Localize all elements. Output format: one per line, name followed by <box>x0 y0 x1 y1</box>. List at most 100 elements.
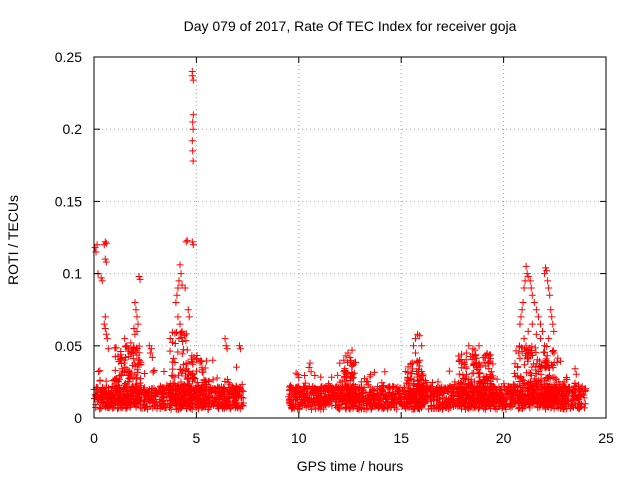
data-point <box>520 284 528 292</box>
data-point <box>231 404 239 412</box>
data-point <box>459 371 467 379</box>
data-point <box>371 401 379 409</box>
data-point <box>184 306 192 314</box>
data-point <box>562 392 570 400</box>
data-point <box>228 384 236 392</box>
data-point <box>549 320 557 328</box>
data-point <box>486 351 494 359</box>
data-point <box>177 270 185 278</box>
data-point <box>418 371 426 379</box>
data-point <box>175 371 183 379</box>
data-point <box>391 384 399 392</box>
data-point <box>192 367 200 375</box>
data-point <box>346 353 354 361</box>
data-point <box>475 373 483 381</box>
data-point <box>508 402 516 410</box>
data-point <box>463 349 471 357</box>
data-point <box>541 342 549 350</box>
data-point <box>378 379 386 387</box>
data-point <box>519 376 527 384</box>
data-point <box>224 396 232 404</box>
data-point <box>458 350 466 358</box>
data-point <box>132 403 140 411</box>
axis-ticks <box>93 56 607 419</box>
data-point <box>146 349 154 357</box>
data-point <box>112 390 120 398</box>
data-point <box>392 399 400 407</box>
data-point <box>166 334 174 342</box>
data-point <box>232 387 240 395</box>
y-tick-label: 0.2 <box>63 121 83 137</box>
data-point <box>374 383 382 391</box>
data-point <box>472 354 480 362</box>
data-point <box>451 378 459 386</box>
data-point <box>117 348 125 356</box>
y-tick-label: 0.15 <box>55 193 82 209</box>
data-point <box>143 403 151 411</box>
data-point <box>111 353 119 361</box>
data-point <box>101 255 109 263</box>
data-point <box>225 394 233 402</box>
data-point <box>528 320 536 328</box>
x-tick-label: 25 <box>598 430 614 446</box>
data-point <box>418 342 426 350</box>
data-point <box>387 398 395 406</box>
data-point <box>537 389 545 397</box>
data-point <box>304 398 312 406</box>
data-point <box>236 345 244 353</box>
data-point <box>421 377 429 385</box>
data-point <box>580 391 588 399</box>
data-point <box>292 401 300 409</box>
data-point <box>545 335 553 343</box>
data-point <box>462 376 470 384</box>
data-point <box>445 400 453 408</box>
data-point <box>178 337 186 345</box>
data-point <box>356 403 364 411</box>
data-point <box>571 365 579 373</box>
data-point <box>493 375 501 383</box>
data-point <box>427 387 435 395</box>
data-point <box>336 378 344 386</box>
data-point <box>581 400 589 408</box>
x-tick-label: 15 <box>393 430 409 446</box>
data-point <box>542 362 550 370</box>
data-point <box>475 399 483 407</box>
data-point <box>189 157 197 165</box>
data-point <box>548 313 556 321</box>
data-point <box>341 369 349 377</box>
data-point <box>463 391 471 399</box>
data-point <box>188 399 196 407</box>
data-point <box>111 377 119 385</box>
data-point <box>171 386 179 394</box>
data-point <box>545 383 553 391</box>
data-point <box>574 395 582 403</box>
data-point <box>470 369 478 377</box>
data-point <box>548 348 556 356</box>
data-point <box>136 391 144 399</box>
data-point <box>149 368 157 376</box>
data-point <box>438 405 446 413</box>
data-point <box>529 388 537 396</box>
data-point <box>102 239 110 247</box>
data-point <box>138 404 146 412</box>
data-point <box>189 111 197 119</box>
data-point <box>400 401 408 409</box>
data-point <box>209 376 217 384</box>
data-point <box>316 392 324 400</box>
data-point <box>190 374 198 382</box>
data-point <box>542 387 550 395</box>
data-point <box>467 352 475 360</box>
data-point <box>562 393 570 401</box>
data-point <box>293 385 301 393</box>
data-point <box>192 382 200 390</box>
data-point <box>526 388 534 396</box>
data-point <box>328 402 336 410</box>
data-point <box>366 388 374 396</box>
data-point <box>294 405 302 413</box>
data-point <box>96 405 104 413</box>
data-point <box>573 394 581 402</box>
data-point <box>571 391 579 399</box>
x-axis-label: GPS time / hours <box>297 458 404 474</box>
data-point <box>123 398 131 406</box>
data-point <box>198 366 206 374</box>
